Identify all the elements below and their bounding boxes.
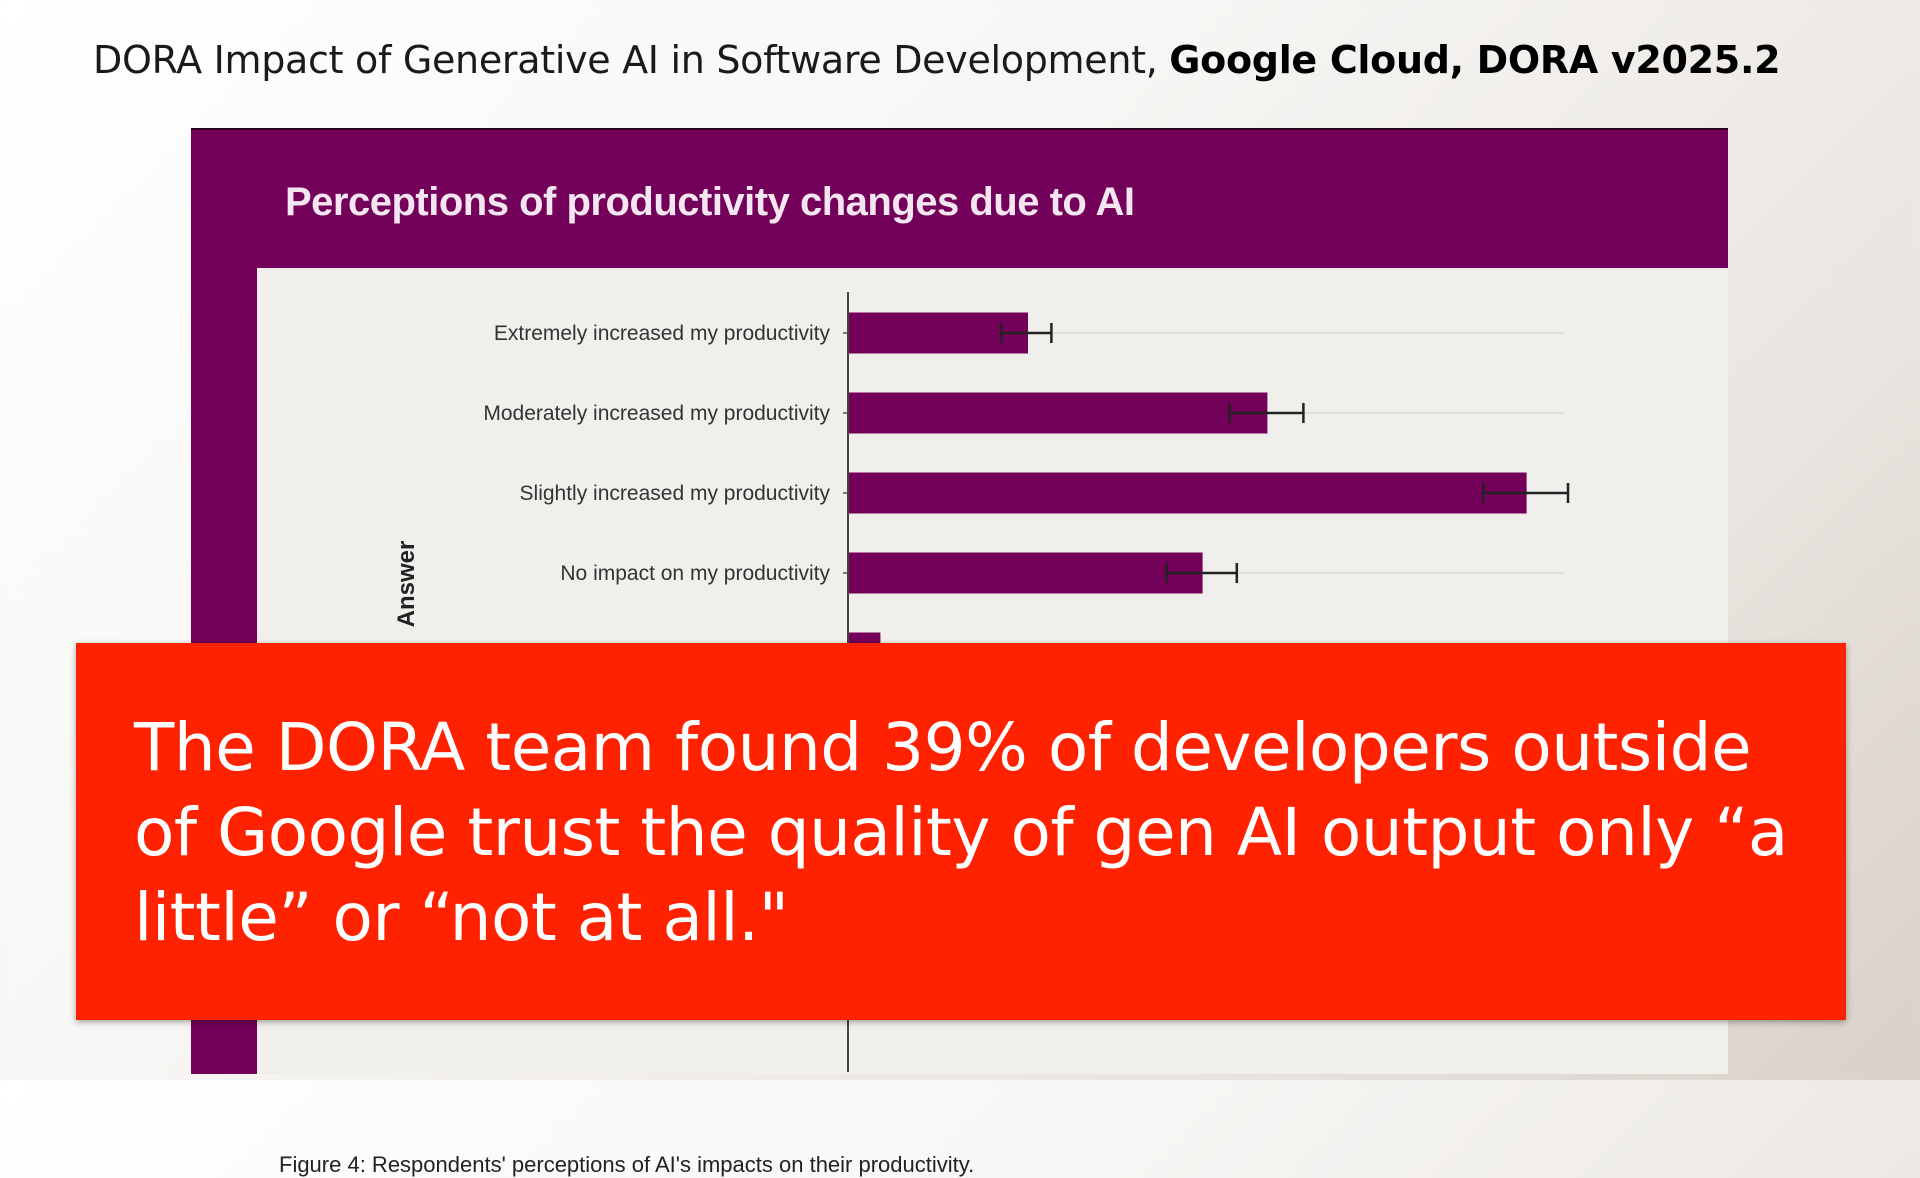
figure-title: Perceptions of productivity changes due … bbox=[285, 180, 1135, 224]
bar bbox=[848, 552, 1203, 594]
bar bbox=[848, 312, 1028, 354]
category-label: Extremely increased my productivity bbox=[494, 322, 831, 345]
bar bbox=[848, 472, 1527, 514]
category-label: Slightly increased my productivity bbox=[520, 482, 831, 505]
callout-box: The DORA team found 39% of developers ou… bbox=[76, 643, 1846, 1020]
slide-title: DORA Impact of Generative AI in Software… bbox=[93, 38, 1781, 82]
callout-text: The DORA team found 39% of developers ou… bbox=[134, 709, 1788, 956]
bar bbox=[848, 392, 1268, 434]
slide-title-main: DORA Impact of Generative AI in Software… bbox=[93, 38, 1170, 82]
figure-caption: Figure 4: Respondents' perceptions of AI… bbox=[279, 1152, 975, 1177]
category-label: No impact on my productivity bbox=[560, 562, 830, 585]
slide-title-source: Google Cloud, DORA v2025.2 bbox=[1169, 38, 1781, 82]
y-axis-title: Answer bbox=[393, 541, 420, 628]
category-label: Moderately increased my productivity bbox=[483, 402, 830, 425]
bar-chart: Extremely increased my productivity Moder… bbox=[393, 292, 1570, 1072]
